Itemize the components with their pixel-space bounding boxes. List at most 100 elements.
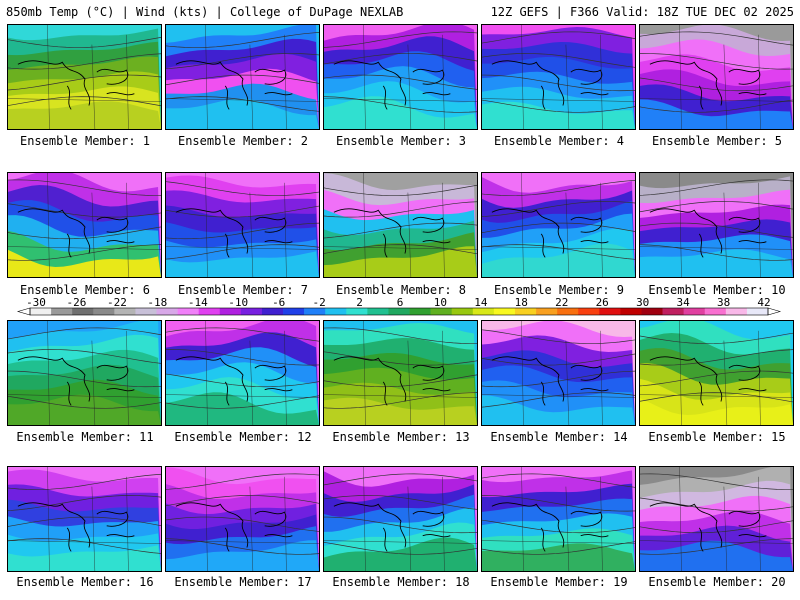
height-contour (640, 179, 793, 196)
height-contour (324, 74, 477, 90)
height-contour (640, 77, 793, 92)
height-contour (8, 349, 161, 364)
ensemble-member-label: Ensemble Member: 9 (493, 283, 625, 297)
colorbar-tick-label: -30 (26, 296, 46, 309)
ensemble-member-map (165, 320, 320, 426)
ensemble-member-map (323, 466, 478, 572)
colorbar-tick-label: -2 (312, 296, 325, 309)
colorbar-tick-label: 34 (676, 296, 690, 309)
height-contour (482, 353, 635, 366)
ensemble-member-label: Ensemble Member: 13 (332, 430, 470, 444)
height-contour (166, 74, 319, 86)
height-contour (324, 31, 477, 48)
temperature-band (482, 101, 635, 129)
ensemble-member-label: Ensemble Member: 3 (335, 134, 467, 148)
height-contour (482, 244, 635, 260)
temperature-field (482, 173, 635, 277)
height-contour (640, 201, 793, 213)
colorbar-swatch (704, 308, 727, 315)
height-contour (324, 222, 477, 239)
height-contour (640, 392, 793, 403)
colorbar-swatch (93, 308, 115, 315)
great-lakes-outline (175, 502, 293, 552)
colorbar-swatch (135, 308, 157, 315)
height-contour (640, 497, 793, 512)
temperature-field (166, 173, 319, 277)
ensemble-member-map (639, 172, 794, 278)
temperature-band (640, 398, 793, 425)
great-lakes-outline (175, 356, 293, 406)
height-contour (166, 205, 319, 218)
ensemble-member-map (165, 172, 320, 278)
ensemble-member-map (323, 24, 478, 130)
colorbar-tick-label: 22 (555, 296, 568, 309)
height-contour (640, 473, 793, 490)
colorbar-tick-label: 14 (474, 296, 488, 309)
ensemble-member-label: Ensemble Member: 19 (490, 575, 628, 589)
height-contour (8, 370, 161, 388)
state-borders (640, 467, 793, 571)
temperature-field (8, 173, 161, 277)
great-lakes-outline (649, 208, 767, 258)
colorbar-min-arrow (16, 307, 31, 316)
state-borders (166, 173, 319, 277)
state-borders (482, 321, 635, 425)
chart-title: 850mb Temp (°C) | Wind (kts) | College o… (6, 5, 404, 19)
height-contour (640, 222, 793, 238)
colorbar-swatch (114, 308, 136, 315)
great-lakes-outline (333, 502, 451, 552)
height-contour (482, 99, 635, 113)
ensemble-member-map (481, 320, 636, 426)
colorbar-swatch (557, 308, 579, 315)
height-contour (482, 74, 635, 92)
state-borders (8, 321, 161, 425)
height-contour (166, 349, 319, 366)
colorbar-tick-label: 30 (636, 296, 649, 309)
temperature-field (166, 467, 319, 571)
temperature-field (166, 321, 319, 425)
colorbar-tick-label: 26 (596, 296, 609, 309)
colorbar-swatch (662, 308, 684, 315)
colorbar-swatch (304, 308, 326, 315)
temperature-band (482, 543, 635, 571)
colorbar-tick-label: -14 (188, 296, 208, 309)
ensemble-member-map (481, 466, 636, 572)
ensemble-member-map (481, 24, 636, 130)
temperature-field (324, 467, 477, 571)
temperature-field (8, 467, 161, 571)
ensemble-member-label: Ensemble Member: 2 (177, 134, 309, 148)
colorbar-swatch (746, 308, 769, 315)
state-borders (640, 321, 793, 425)
height-contour (640, 538, 793, 555)
temperature-field (324, 321, 477, 425)
ensemble-member-label: Ensemble Member: 7 (177, 283, 309, 297)
state-borders (482, 173, 635, 277)
colorbar-swatch (72, 308, 94, 315)
temperature-field (640, 321, 793, 425)
temperature-band (324, 96, 477, 129)
temperature-band (8, 249, 161, 277)
height-contour (324, 516, 477, 534)
ensemble-member-label: Ensemble Member: 6 (19, 283, 151, 297)
colorbar-tick-label: -6 (272, 296, 285, 309)
colorbar-swatch (514, 308, 537, 315)
temperature-field (640, 173, 793, 277)
ensemble-member-map (7, 320, 162, 426)
colorbar-swatch (156, 308, 178, 315)
great-lakes-outline (491, 60, 609, 110)
temperature-field (8, 321, 161, 425)
colorbar-max-arrow (767, 307, 782, 316)
temperature-band (8, 394, 161, 425)
temperature-band (166, 251, 319, 277)
colorbar-swatch (261, 308, 284, 315)
colorbar-swatch (451, 308, 474, 315)
ensemble-member-map (7, 24, 162, 130)
colorbar-tick-label: 6 (397, 296, 404, 309)
colorbar-tick-label: 38 (717, 296, 730, 309)
ensemble-member-label: Ensemble Member: 11 (16, 430, 154, 444)
height-contour (8, 37, 161, 48)
height-contour (166, 327, 319, 342)
height-contour (166, 96, 319, 112)
temperature-field (482, 25, 635, 129)
colorbar-swatch (51, 308, 73, 315)
